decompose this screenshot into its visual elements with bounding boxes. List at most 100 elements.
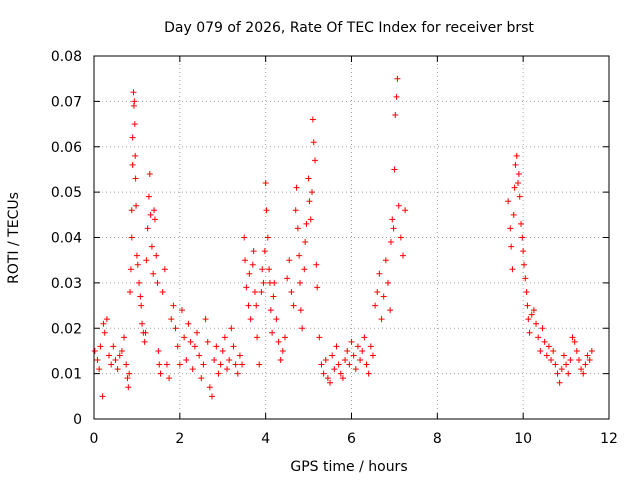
data-point	[513, 152, 520, 159]
data-point	[150, 270, 157, 277]
data-point	[132, 152, 139, 159]
data-point	[129, 161, 136, 168]
y-tick-label: 0	[73, 412, 82, 428]
data-point	[134, 261, 141, 268]
chart-title: Day 079 of 2026, Rate Of TEC Index for r…	[164, 20, 534, 36]
data-point	[263, 207, 270, 214]
data-point	[161, 266, 168, 273]
data-point	[129, 134, 136, 141]
data-point	[108, 361, 115, 368]
data-point	[189, 366, 196, 373]
data-point	[267, 307, 274, 314]
data-point	[224, 366, 231, 373]
data-point	[528, 311, 535, 318]
data-point	[554, 370, 561, 377]
data-point	[582, 361, 589, 368]
x-tick-label: 4	[261, 431, 270, 447]
data-point	[187, 338, 194, 345]
data-point	[124, 375, 131, 382]
data-point	[359, 347, 366, 354]
data-point	[281, 334, 288, 341]
data-point	[302, 239, 309, 246]
data-point	[313, 261, 320, 268]
data-point	[221, 334, 228, 341]
data-point	[556, 379, 563, 386]
data-point	[103, 316, 110, 323]
data-point	[209, 393, 216, 400]
data-point	[307, 216, 314, 223]
y-axis-label: ROTI / TECUs	[6, 192, 22, 284]
data-point	[176, 361, 183, 368]
data-point	[116, 352, 123, 359]
data-point	[97, 343, 104, 350]
axis-ticks: 0 2 4 6 8 10 12 0 0.01 0.02 0.03 0.04 0.05 0.06 0.07 0.…	[51, 49, 618, 447]
data-point	[305, 175, 312, 182]
data-point	[507, 225, 514, 232]
data-point	[539, 325, 546, 332]
y-tick-label: 0.08	[51, 49, 82, 65]
data-point	[520, 248, 527, 255]
data-point	[172, 325, 179, 332]
data-point	[369, 352, 376, 359]
data-point	[91, 347, 98, 354]
data-point	[247, 316, 254, 323]
data-point	[147, 211, 154, 218]
data-point	[168, 316, 175, 323]
y-tick-label: 0.04	[51, 231, 82, 247]
data-point	[217, 361, 224, 368]
data-point	[537, 347, 544, 354]
data-point	[154, 279, 161, 286]
data-point	[251, 288, 258, 295]
data-point	[141, 338, 148, 345]
data-point	[402, 207, 409, 214]
x-tick-label: 2	[175, 431, 184, 447]
data-point	[293, 184, 300, 191]
data-point	[157, 370, 164, 377]
data-series-brst	[91, 75, 595, 400]
data-point	[118, 347, 125, 354]
data-point	[249, 261, 256, 268]
data-point	[560, 352, 567, 359]
data-point	[131, 98, 138, 105]
data-point	[309, 189, 316, 196]
data-point	[178, 307, 185, 314]
data-point	[303, 220, 310, 227]
data-point	[320, 370, 327, 377]
data-point	[309, 116, 316, 123]
data-point	[138, 302, 145, 309]
data-point	[121, 334, 128, 341]
data-point	[101, 329, 108, 336]
data-point	[130, 89, 137, 96]
data-point	[266, 266, 273, 273]
data-point	[394, 75, 401, 82]
data-point	[96, 366, 103, 373]
data-point	[344, 347, 351, 354]
data-point	[202, 316, 209, 323]
data-point	[296, 252, 303, 259]
data-point	[299, 325, 306, 332]
data-point	[219, 347, 226, 354]
data-point	[525, 316, 532, 323]
data-point	[350, 352, 357, 359]
data-point	[297, 307, 304, 314]
data-point	[183, 357, 190, 364]
data-point	[312, 157, 319, 164]
data-point	[294, 225, 301, 232]
data-point	[143, 257, 150, 264]
data-point	[533, 320, 540, 327]
data-point	[508, 243, 515, 250]
data-point	[213, 343, 220, 350]
data-point	[136, 279, 143, 286]
data-point	[94, 357, 101, 364]
data-point	[322, 357, 329, 364]
data-point	[153, 252, 160, 259]
data-point	[395, 202, 402, 209]
y-tick-label: 0.05	[51, 185, 82, 201]
data-point	[354, 343, 361, 350]
data-point	[123, 361, 130, 368]
data-point	[327, 379, 334, 386]
data-point	[206, 384, 213, 391]
data-point	[236, 352, 243, 359]
data-point	[297, 279, 303, 286]
data-point	[342, 357, 349, 364]
